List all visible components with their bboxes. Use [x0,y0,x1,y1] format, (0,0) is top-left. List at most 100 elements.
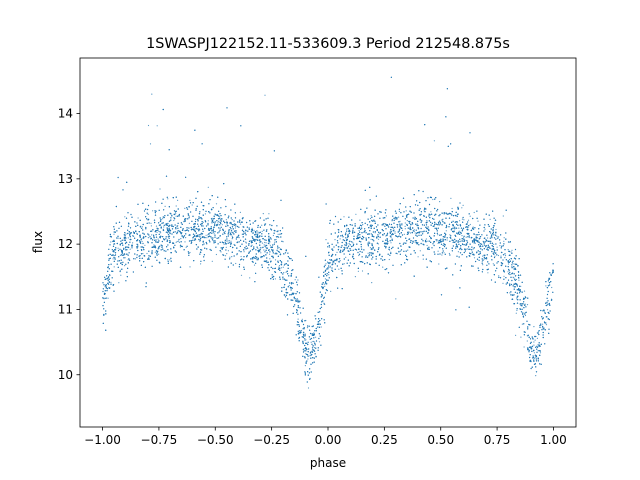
data-point [150,225,152,227]
data-point [297,318,299,320]
data-point [551,272,554,274]
data-point [147,213,149,215]
data-point [301,318,303,320]
data-point [437,242,439,244]
data-point [149,143,152,145]
data-point [417,256,419,258]
data-point [231,219,233,221]
data-point [278,233,280,235]
data-point [156,231,158,234]
data-point [339,238,341,240]
data-point [207,220,209,222]
data-point [118,282,120,284]
data-point [127,259,129,261]
data-point [141,226,143,228]
data-point [257,259,259,261]
data-point [468,236,470,239]
data-point [288,284,290,287]
data-point [306,327,309,329]
data-point [368,241,370,243]
data-point [129,248,131,250]
data-point [436,240,438,242]
data-point [213,233,215,235]
data-point [310,341,312,343]
data-point [361,270,364,272]
data-point [545,285,547,287]
data-point [113,233,115,235]
data-point [404,222,406,224]
data-point [263,249,265,251]
data-point [211,260,213,262]
data-point [507,271,509,273]
data-point [119,269,121,271]
data-point [516,309,518,311]
data-point [239,223,242,225]
data-point [178,241,180,243]
data-point [226,253,228,255]
data-point [229,234,231,236]
data-point [265,247,267,249]
data-point [345,247,347,249]
data-point [188,215,190,217]
data-point [385,215,387,217]
data-point [461,207,463,209]
data-point [156,125,158,127]
data-point [352,245,354,247]
data-point [465,236,467,238]
data-point [533,352,536,354]
data-point [502,215,504,217]
data-point [313,347,315,349]
data-point [199,217,201,219]
data-point [498,275,500,277]
data-point [413,229,415,231]
data-point [274,241,276,243]
data-point [445,230,447,232]
data-point [142,253,144,255]
data-point [277,233,279,235]
data-point [152,210,154,212]
data-point [352,242,354,244]
data-point [407,249,409,251]
data-point [469,223,471,226]
data-point [542,323,544,325]
data-point [177,199,179,201]
data-point [404,228,406,230]
data-point [262,213,264,215]
data-point [225,246,227,248]
data-point [377,243,379,245]
data-point [477,220,479,222]
data-point [483,244,486,246]
data-point [307,358,309,360]
data-point [334,239,336,241]
data-point [132,242,134,244]
data-point [524,303,526,305]
data-point [285,271,287,273]
data-point [239,211,241,213]
data-point [526,347,529,349]
data-point [294,279,296,281]
data-point [493,243,495,245]
data-point [282,266,284,268]
data-point [200,263,202,265]
data-point [127,237,129,239]
data-point [339,260,341,262]
data-point [509,292,511,294]
data-point [164,205,166,207]
data-point [265,242,267,244]
data-point [343,263,345,265]
data-point [147,237,149,239]
data-point [110,241,112,243]
data-point [443,252,445,254]
data-point [472,248,474,250]
data-point [356,235,358,237]
data-point [251,244,253,246]
data-point [225,219,227,221]
data-point [511,249,513,251]
data-point [456,246,459,248]
data-point [259,246,261,249]
data-point [513,277,515,279]
data-point [446,239,448,241]
data-point [441,254,443,256]
data-point [490,232,492,234]
data-point [357,270,359,272]
